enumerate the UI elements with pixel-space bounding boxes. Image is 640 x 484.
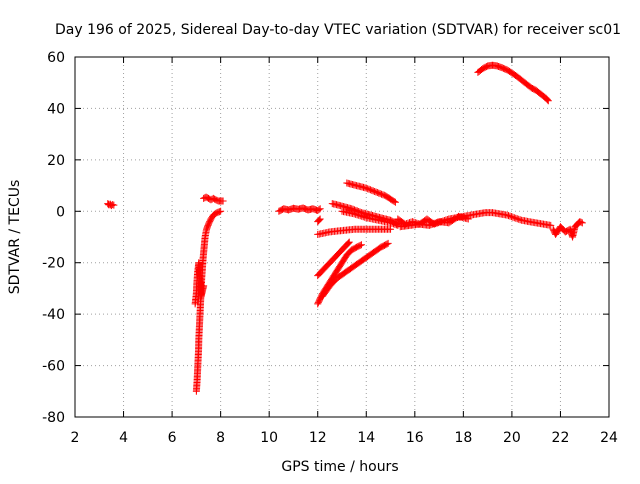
data-point bbox=[387, 225, 395, 233]
series-arc-17 bbox=[549, 218, 586, 241]
series-arc-15 bbox=[396, 212, 472, 231]
data-point bbox=[391, 198, 399, 206]
y-tick-label: -40 bbox=[42, 307, 65, 323]
data-point bbox=[512, 214, 520, 222]
data-point bbox=[110, 201, 118, 209]
y-tick-label: 0 bbox=[56, 204, 65, 220]
data-point bbox=[547, 221, 555, 229]
data-point bbox=[513, 215, 521, 223]
data-point bbox=[515, 215, 523, 223]
data-point bbox=[506, 212, 514, 220]
data-point bbox=[316, 205, 324, 213]
x-tick-label: 18 bbox=[454, 430, 472, 446]
x-tick-label: 10 bbox=[260, 430, 278, 446]
data-point bbox=[388, 219, 396, 227]
data-point bbox=[507, 213, 515, 221]
series-arc-13 bbox=[338, 207, 402, 229]
data-point bbox=[109, 201, 117, 209]
y-tick-label: 20 bbox=[47, 153, 65, 169]
series-arc-5 bbox=[275, 204, 324, 215]
data-point bbox=[384, 239, 392, 247]
series-arc-4 bbox=[200, 193, 227, 205]
data-point bbox=[316, 215, 324, 223]
chart-title: Day 196 of 2025, Sidereal Day-to-day VTE… bbox=[55, 22, 621, 38]
series-arc-9 bbox=[314, 215, 324, 226]
series-arc-16 bbox=[474, 61, 552, 105]
data-point bbox=[345, 238, 353, 246]
data-point bbox=[315, 216, 323, 224]
x-tick-label: 24 bbox=[600, 430, 618, 446]
data-point bbox=[344, 239, 352, 247]
x-tick-label: 20 bbox=[503, 430, 521, 446]
x-tick-label: 22 bbox=[552, 430, 570, 446]
series-arc-1 bbox=[104, 200, 118, 210]
data-point bbox=[344, 240, 352, 248]
x-tick-label: 6 bbox=[168, 430, 177, 446]
data-point bbox=[390, 197, 398, 205]
y-tick-label: -20 bbox=[42, 256, 65, 272]
data-point bbox=[200, 282, 208, 290]
data-point bbox=[577, 218, 585, 226]
series-arc-7 bbox=[314, 238, 353, 280]
grid bbox=[75, 57, 609, 417]
series-arc-12 bbox=[314, 225, 395, 238]
data-point bbox=[315, 217, 323, 225]
data-point bbox=[503, 211, 511, 219]
data-point bbox=[389, 220, 397, 228]
data-point bbox=[505, 212, 513, 220]
data-point bbox=[219, 197, 227, 205]
series-arc-3 bbox=[191, 259, 208, 308]
data-point bbox=[509, 213, 517, 221]
data-marks bbox=[104, 61, 586, 395]
y-tick-label: 40 bbox=[47, 101, 65, 117]
data-point bbox=[387, 219, 395, 227]
data-point bbox=[383, 240, 391, 248]
plot-frame bbox=[74, 56, 610, 418]
x-tick-label: 8 bbox=[216, 430, 225, 446]
series-arc-10 bbox=[343, 179, 399, 206]
data-point bbox=[391, 220, 399, 228]
x-axis-label: GPS time / hours bbox=[281, 459, 398, 475]
series-arc-8 bbox=[319, 239, 392, 300]
x-tick-label: 12 bbox=[309, 430, 327, 446]
data-point bbox=[578, 219, 586, 227]
data-point bbox=[516, 216, 524, 224]
data-point bbox=[356, 241, 364, 249]
y-tick-label: 60 bbox=[47, 50, 65, 66]
x-tick-label: 4 bbox=[119, 430, 128, 446]
data-point bbox=[510, 214, 518, 222]
y-tick-label: -80 bbox=[42, 410, 65, 426]
data-point bbox=[217, 207, 225, 215]
data-point bbox=[543, 95, 551, 103]
data-point bbox=[392, 221, 400, 229]
y-tick-label: -60 bbox=[42, 359, 65, 375]
data-point bbox=[357, 241, 365, 249]
y-axis-label: SDTVAR / TECUs bbox=[7, 180, 23, 295]
x-tick-label: 2 bbox=[71, 430, 80, 446]
x-tick-label: 14 bbox=[357, 430, 375, 446]
data-point bbox=[544, 97, 552, 105]
data-point bbox=[464, 215, 472, 223]
data-point bbox=[315, 206, 323, 214]
data-point bbox=[544, 96, 552, 104]
series-arc-2 bbox=[192, 207, 225, 395]
x-tick-label: 16 bbox=[406, 430, 424, 446]
